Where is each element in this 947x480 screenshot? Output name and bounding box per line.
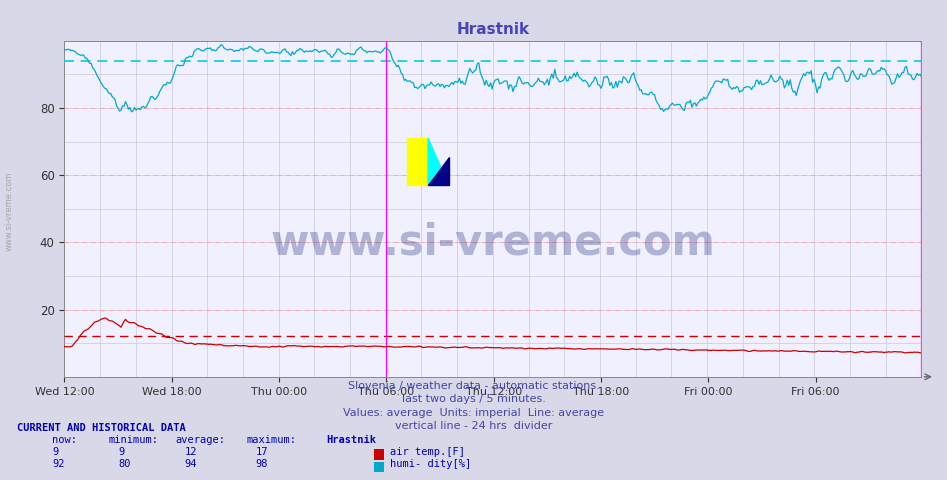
Polygon shape <box>428 157 449 185</box>
Text: last two days / 5 minutes.: last two days / 5 minutes. <box>402 394 545 404</box>
Text: 98: 98 <box>256 459 268 469</box>
Text: www.si-vreme.com: www.si-vreme.com <box>271 221 715 264</box>
Text: www.si-vreme.com: www.si-vreme.com <box>5 171 14 251</box>
Text: average:: average: <box>175 435 225 445</box>
Text: 80: 80 <box>118 459 131 469</box>
Text: 92: 92 <box>52 459 64 469</box>
Text: 12: 12 <box>185 446 197 456</box>
Text: Slovenia / weather data - automatic stations.: Slovenia / weather data - automatic stat… <box>348 381 599 391</box>
Text: Values: average  Units: imperial  Line: average: Values: average Units: imperial Line: av… <box>343 408 604 418</box>
Text: 94: 94 <box>185 459 197 469</box>
Text: maximum:: maximum: <box>246 435 296 445</box>
Text: air temp.[F]: air temp.[F] <box>390 446 465 456</box>
Text: minimum:: minimum: <box>109 435 159 445</box>
Text: CURRENT AND HISTORICAL DATA: CURRENT AND HISTORICAL DATA <box>17 422 186 432</box>
Title: Hrastnik: Hrastnik <box>456 22 529 37</box>
Text: Hrastnik: Hrastnik <box>327 435 377 445</box>
Polygon shape <box>428 138 449 185</box>
Text: vertical line - 24 hrs  divider: vertical line - 24 hrs divider <box>395 421 552 431</box>
Text: 9: 9 <box>118 446 125 456</box>
Bar <box>407 138 428 185</box>
Text: humi- dity[%]: humi- dity[%] <box>390 459 472 469</box>
Text: 17: 17 <box>256 446 268 456</box>
Text: now:: now: <box>52 435 77 445</box>
Text: 9: 9 <box>52 446 59 456</box>
